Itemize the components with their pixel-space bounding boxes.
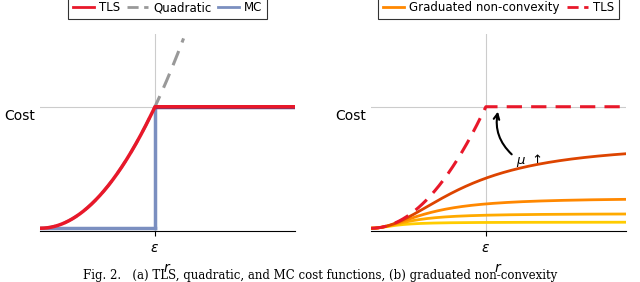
Text: Fig. 2.   (a) TLS, quadratic, and MC cost functions, (b) graduated non-convexity: Fig. 2. (a) TLS, quadratic, and MC cost … — [83, 269, 557, 282]
X-axis label: $r$: $r$ — [494, 261, 502, 274]
Y-axis label: Cost: Cost — [335, 109, 366, 123]
X-axis label: $r$: $r$ — [163, 261, 172, 274]
Legend: Graduated non-convexity, TLS: Graduated non-convexity, TLS — [378, 0, 618, 19]
Text: $\mu$ $\uparrow$: $\mu$ $\uparrow$ — [516, 152, 542, 169]
Legend: TLS, Quadratic, MC: TLS, Quadratic, MC — [68, 0, 268, 19]
Y-axis label: Cost: Cost — [4, 109, 35, 123]
